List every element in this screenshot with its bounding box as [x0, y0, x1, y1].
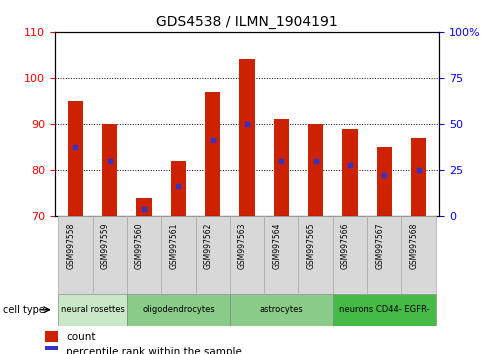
Bar [333, 294, 436, 326]
Text: GSM997562: GSM997562 [204, 222, 213, 269]
Bar [58, 216, 93, 294]
Bar [308, 124, 323, 216]
Text: GSM997567: GSM997567 [375, 222, 384, 269]
Bar [93, 216, 127, 294]
Bar [68, 101, 83, 216]
Bar [333, 216, 367, 294]
Bar [401, 216, 436, 294]
Text: GSM997564: GSM997564 [272, 222, 281, 269]
Bar [273, 119, 289, 216]
Bar [102, 124, 117, 216]
Text: GSM997566: GSM997566 [341, 222, 350, 269]
Text: GSM997558: GSM997558 [66, 222, 75, 269]
Text: GSM997568: GSM997568 [410, 222, 419, 269]
Text: count: count [66, 332, 95, 342]
Bar [298, 216, 333, 294]
Bar [230, 216, 264, 294]
Bar [240, 59, 254, 216]
Text: neural rosettes: neural rosettes [61, 305, 125, 314]
Text: GSM997561: GSM997561 [169, 222, 179, 269]
Text: GSM997565: GSM997565 [306, 222, 316, 269]
Bar [161, 216, 196, 294]
Text: cell type: cell type [3, 305, 44, 315]
Bar [136, 198, 152, 216]
Bar [171, 161, 186, 216]
Bar [58, 294, 127, 326]
Bar [342, 129, 358, 216]
Bar [127, 294, 230, 326]
Bar [196, 216, 230, 294]
Bar [377, 147, 392, 216]
Text: GSM997559: GSM997559 [101, 222, 110, 269]
Bar [367, 216, 401, 294]
Bar [205, 92, 221, 216]
Bar [264, 216, 298, 294]
Bar [45, 331, 58, 342]
Text: percentile rank within the sample: percentile rank within the sample [66, 347, 242, 354]
Title: GDS4538 / ILMN_1904191: GDS4538 / ILMN_1904191 [156, 16, 338, 29]
Bar [411, 138, 426, 216]
Text: neurons CD44- EGFR-: neurons CD44- EGFR- [339, 305, 430, 314]
Text: oligodendrocytes: oligodendrocytes [142, 305, 215, 314]
Bar [230, 294, 333, 326]
Bar [45, 346, 58, 354]
Text: GSM997560: GSM997560 [135, 222, 144, 269]
Bar [127, 216, 161, 294]
Text: GSM997563: GSM997563 [238, 222, 247, 269]
Text: astrocytes: astrocytes [259, 305, 303, 314]
